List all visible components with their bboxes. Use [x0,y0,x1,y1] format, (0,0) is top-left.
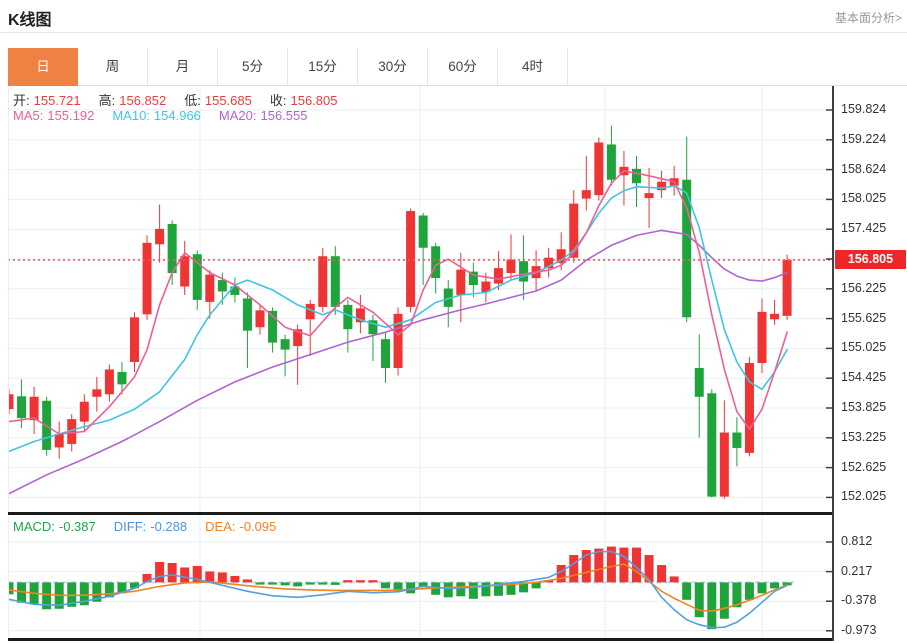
price-tick-155.025: 155.025 [841,340,887,355]
tab-period-0[interactable]: 日 [8,48,78,86]
chart-bottom-border [8,638,907,641]
price-tick-159.824: 159.824 [841,102,887,116]
ohlcLegend-item-3: 收: 156.805 [269,93,338,108]
ohlcLegend-item-1: 高: 156.852 [98,93,167,108]
main-candlestick-chart[interactable] [8,86,832,512]
macd-tick-0.217: 0.217 [841,563,873,578]
fundamental-analysis-link[interactable]: 基本面分析> [834,11,902,25]
ohlcLegend-item-0: 开: 155.721 [13,93,81,108]
price-tick-152.025: 152.025 [841,489,887,504]
price-tick-155.625: 155.625 [841,310,887,325]
price-tick-153.825: 153.825 [841,400,887,414]
price-tick-156.225: 156.225 [841,280,887,295]
price-tick-153.225: 153.225 [841,429,887,444]
macdLegend-item-1: DIFF: -0.288 [113,519,188,534]
tab-period-4[interactable]: 15分 [288,48,358,85]
maLegend-item-0: MA5: 155.192 [13,108,95,123]
page-title: K线图 [8,12,52,29]
price-tick-152.625: 152.625 [841,459,887,474]
tab-period-6[interactable]: 60分 [428,48,498,85]
price-tick-158.025: 158.025 [841,191,887,206]
price-tick-159.224: 159.224 [841,131,887,146]
macdLegend-item-0: MACD: -0.387 [13,519,96,534]
macd-tick--0.378: -0.378 [841,593,877,608]
tab-period-3[interactable]: 5分 [218,48,288,85]
ohlc-legend: 开: 155.721 高: 156.852 低: 155.685 收: 156.805 [13,90,356,109]
title-divider [0,32,907,33]
period-tabs: 日周月 5分 15分 30分 60分 4时 [8,48,907,86]
price-tick-154.425: 154.425 [841,370,887,385]
macd-tick--0.973: -0.973 [841,622,877,637]
panel-separator [8,512,907,515]
chart-left-border [8,86,9,639]
macd-tick-0.812: 0.812 [841,534,873,548]
macd-legend: MACD: -0.387 DIFF: -0.288 DEA: -0.095 [13,519,294,534]
ma-legend: MA5: 155.192 MA10: 154.966 MA20: 156.555 [13,108,326,123]
kline-chart-block: 开: 155.721 高: 156.852 低: 155.685 收: 156.805 MA5… [0,86,907,643]
last-price-badge: 156.805 [835,250,906,270]
price-axis: 159.824 159.224 158.624 158.025 157.425 156.2… [832,86,907,641]
maLegend-item-2: MA20: 156.555 [218,108,308,123]
macdLegend-item-2: DEA: -0.095 [205,519,277,534]
tab-period-7[interactable]: 4时 [498,48,568,85]
maLegend-item-1: MA10: 154.966 [112,108,201,123]
tab-period-2[interactable]: 月 [148,48,218,85]
price-tick-157.425: 157.425 [841,221,887,236]
tab-period-5[interactable]: 30分 [358,48,428,85]
price-tick-158.624: 158.624 [841,161,887,176]
ohlcLegend-item-2: 低: 155.685 [184,93,252,108]
macd-indicator-chart[interactable] [8,515,832,638]
tab-period-1[interactable]: 周 [78,48,148,85]
